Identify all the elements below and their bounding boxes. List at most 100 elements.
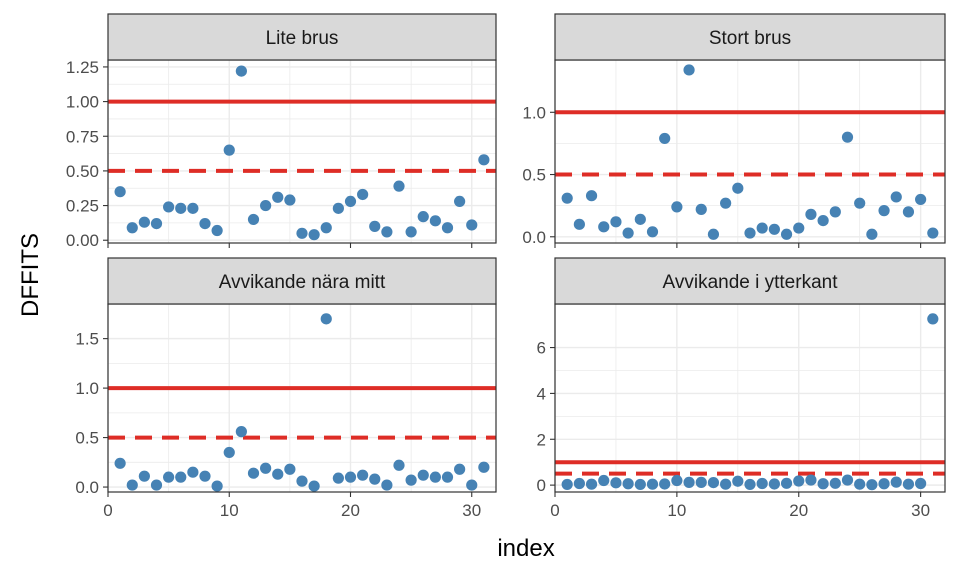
- data-point: [659, 478, 671, 490]
- data-point: [417, 211, 429, 223]
- y-tick-label: 2: [537, 430, 546, 449]
- y-tick-label: 0.00: [66, 231, 99, 250]
- strip-title: Avvikande nära mitt: [219, 272, 386, 293]
- data-point: [573, 477, 585, 490]
- facet-panel-2: Stort brus 0.0 0.5 1.0: [522, 13, 946, 248]
- strip-title: Stort brus: [709, 28, 791, 49]
- data-point: [369, 220, 381, 232]
- data-point: [260, 199, 272, 212]
- strip-background: [554, 13, 946, 61]
- x-tick-label: 0: [103, 501, 112, 520]
- facet-panel-1: Lite brus 0.00 0.25 0.50 0.75 1.00 1.25: [66, 13, 497, 250]
- data-point: [357, 469, 369, 481]
- panel-background: [108, 60, 496, 243]
- x-tick-label: 20: [341, 501, 360, 520]
- data-point: [854, 478, 866, 490]
- data-point: [841, 131, 854, 143]
- data-point: [622, 478, 634, 490]
- y-tick-label: 6: [537, 339, 546, 358]
- data-point: [902, 206, 915, 218]
- data-point: [454, 195, 466, 208]
- data-point: [199, 470, 211, 482]
- data-point: [610, 477, 622, 489]
- y-tick-label: 1.00: [66, 93, 99, 112]
- data-point: [429, 215, 441, 227]
- data-point: [466, 219, 478, 231]
- x-tick-label: 20: [789, 501, 808, 520]
- data-point: [683, 476, 695, 488]
- data-point: [357, 188, 369, 201]
- data-point: [805, 474, 817, 486]
- data-point: [720, 197, 732, 209]
- data-point: [671, 201, 683, 213]
- data-point: [199, 217, 211, 230]
- data-point: [707, 477, 720, 489]
- data-point: [187, 466, 199, 478]
- data-point: [320, 313, 332, 325]
- data-point: [393, 180, 405, 192]
- data-point: [768, 223, 780, 235]
- data-point: [175, 202, 187, 214]
- data-point: [927, 313, 939, 325]
- data-point: [585, 190, 598, 202]
- data-point: [829, 206, 841, 218]
- data-point: [308, 229, 320, 241]
- data-point: [211, 224, 223, 237]
- data-point: [695, 476, 707, 488]
- strip-title: Lite brus: [266, 28, 339, 49]
- x-tick-label: 10: [667, 501, 686, 520]
- data-point: [598, 474, 610, 487]
- data-point: [793, 222, 805, 234]
- x-tick-label: 10: [220, 501, 239, 520]
- data-point: [235, 426, 247, 438]
- data-point: [585, 478, 598, 490]
- data-point: [829, 477, 841, 489]
- data-point: [915, 477, 927, 490]
- data-point: [878, 478, 890, 490]
- data-point: [573, 218, 585, 230]
- data-point: [768, 478, 780, 490]
- data-point: [344, 195, 357, 208]
- data-point: [927, 227, 939, 239]
- data-point: [744, 227, 756, 239]
- data-point: [634, 478, 646, 491]
- data-point: [114, 186, 126, 198]
- y-tick-label: 0.25: [66, 197, 99, 216]
- data-point: [610, 216, 622, 228]
- data-point: [138, 216, 150, 228]
- data-point: [756, 222, 768, 234]
- x-tick-label: 30: [911, 501, 930, 520]
- data-point: [163, 201, 175, 213]
- data-point: [622, 227, 634, 239]
- data-point: [454, 463, 466, 475]
- y-tick-label: 1.0: [75, 379, 99, 398]
- data-point: [646, 226, 659, 238]
- data-point: [272, 191, 284, 203]
- data-point: [441, 471, 454, 483]
- data-point: [332, 202, 344, 214]
- y-tick-label: 1.5: [75, 330, 99, 349]
- data-point: [890, 476, 902, 488]
- data-point: [854, 197, 866, 209]
- strip-background: [107, 257, 497, 305]
- y-tick-label: 0.50: [66, 162, 99, 181]
- data-point: [138, 470, 150, 482]
- data-point: [902, 478, 915, 490]
- facet-panel-4: Avvikande i ytterkant 0 2 4 6 0 10 20 30: [537, 257, 946, 520]
- data-point: [683, 64, 695, 76]
- data-point: [381, 226, 393, 238]
- data-point: [320, 222, 332, 234]
- data-point: [561, 478, 573, 491]
- data-point: [598, 221, 610, 233]
- data-point: [223, 446, 235, 459]
- data-point: [780, 477, 793, 489]
- data-point: [841, 474, 854, 486]
- y-axis-title: DFFITS: [17, 233, 44, 317]
- data-point: [659, 132, 671, 145]
- data-point: [175, 471, 187, 483]
- data-point: [441, 222, 454, 234]
- data-point: [646, 478, 659, 490]
- y-tick-label: 0.0: [75, 478, 99, 497]
- strip-background: [554, 257, 946, 305]
